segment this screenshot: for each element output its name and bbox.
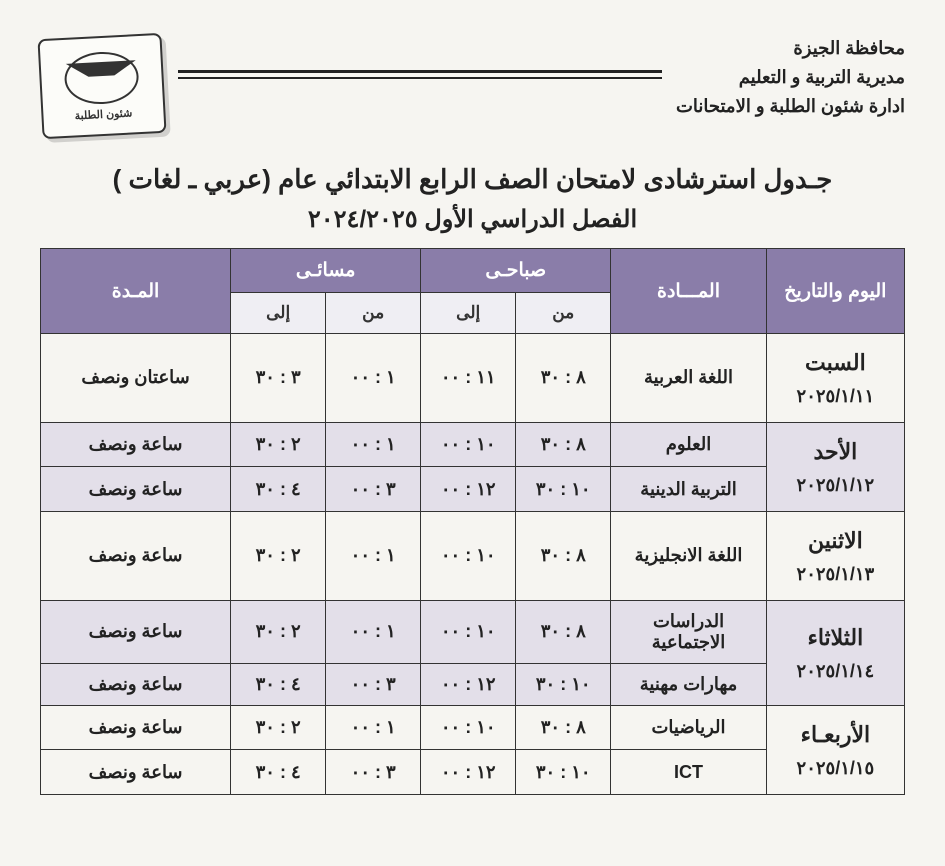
cell-morning-to: ١٠ : ٠٠ <box>421 511 516 600</box>
th-morning-to: إلى <box>421 293 516 334</box>
cell-duration: ساعة ونصف <box>41 663 231 705</box>
cell-evening-from: ١ : ٠٠ <box>326 511 421 600</box>
org-line-2: مديرية التربية و التعليم <box>676 63 905 92</box>
cell-duration: ساعتان ونصف <box>41 334 231 423</box>
date-value: ٢٠٢٥/١/١١ <box>773 381 898 412</box>
cell-morning-to: ١١ : ٠٠ <box>421 334 516 423</box>
title-sub: الفصل الدراسي الأول ٢٠٢٤/٢٠٢٥ <box>40 205 905 234</box>
header-rule <box>178 70 662 80</box>
table-row: الأحد٢٠٢٥/١/١٢العلوم٨ : ٣٠١٠ : ٠٠١ : ٠٠٢… <box>41 422 905 466</box>
day-name: الأربعـاء <box>773 716 898 753</box>
logo-emblem-icon <box>63 50 140 106</box>
th-subject: المـــادة <box>611 249 767 334</box>
th-evening-from: من <box>326 293 421 334</box>
table-row: الاثنين٢٠٢٥/١/١٣اللغة الانجليزية٨ : ٣٠١٠… <box>41 511 905 600</box>
cell-morning-from: ١٠ : ٣٠ <box>516 663 611 705</box>
cell-evening-to: ٢ : ٣٠ <box>231 511 326 600</box>
cell-evening-from: ٣ : ٠٠ <box>326 750 421 795</box>
th-evening-to: إلى <box>231 293 326 334</box>
cell-date: السبت٢٠٢٥/١/١١ <box>766 334 904 423</box>
cell-duration: ساعة ونصف <box>41 511 231 600</box>
cell-morning-from: ٨ : ٣٠ <box>516 422 611 466</box>
cell-morning-from: ٨ : ٣٠ <box>516 334 611 423</box>
date-value: ٢٠٢٥/١/١٥ <box>773 753 898 784</box>
cell-morning-from: ٨ : ٣٠ <box>516 600 611 663</box>
cell-subject: الدراسات الاجتماعية <box>611 600 767 663</box>
cell-morning-from: ١٠ : ٣٠ <box>516 467 611 512</box>
cell-duration: ساعة ونصف <box>41 422 231 466</box>
cell-morning-from: ٨ : ٣٠ <box>516 705 611 749</box>
cell-evening-from: ١ : ٠٠ <box>326 600 421 663</box>
table-row: الثلاثاء٢٠٢٥/١/١٤الدراسات الاجتماعية٨ : … <box>41 600 905 663</box>
cell-morning-to: ١٢ : ٠٠ <box>421 663 516 705</box>
th-duration: المـدة <box>41 249 231 334</box>
cell-duration: ساعة ونصف <box>41 600 231 663</box>
th-morning-from: من <box>516 293 611 334</box>
cell-morning-to: ١٠ : ٠٠ <box>421 422 516 466</box>
cell-evening-from: ١ : ٠٠ <box>326 705 421 749</box>
cell-evening-to: ٢ : ٣٠ <box>231 422 326 466</box>
org-block: محافظة الجيزة مديرية التربية و التعليم ا… <box>676 30 905 120</box>
cell-duration: ساعة ونصف <box>41 750 231 795</box>
cell-evening-to: ٤ : ٣٠ <box>231 750 326 795</box>
cell-evening-from: ٣ : ٠٠ <box>326 663 421 705</box>
table-row: السبت٢٠٢٥/١/١١اللغة العربية٨ : ٣٠١١ : ٠٠… <box>41 334 905 423</box>
logo-caption: شئون الطلبة <box>74 106 132 122</box>
letterhead: محافظة الجيزة مديرية التربية و التعليم ا… <box>40 30 905 136</box>
cell-subject: اللغة العربية <box>611 334 767 423</box>
date-value: ٢٠٢٥/١/١٣ <box>773 559 898 590</box>
cell-morning-to: ١٢ : ٠٠ <box>421 467 516 512</box>
cell-evening-to: ٤ : ٣٠ <box>231 467 326 512</box>
day-name: الاثنين <box>773 522 898 559</box>
cell-morning-from: ٨ : ٣٠ <box>516 511 611 600</box>
th-morning: صباحـى <box>421 249 611 293</box>
day-name: السبت <box>773 344 898 381</box>
cell-morning-to: ١٢ : ٠٠ <box>421 750 516 795</box>
day-name: الثلاثاء <box>773 619 898 656</box>
cell-morning-to: ١٠ : ٠٠ <box>421 705 516 749</box>
cell-date: الأحد٢٠٢٥/١/١٢ <box>766 422 904 511</box>
cell-evening-from: ١ : ٠٠ <box>326 334 421 423</box>
cell-subject: التربية الدينية <box>611 467 767 512</box>
date-value: ٢٠٢٥/١/١٤ <box>773 656 898 687</box>
day-name: الأحد <box>773 433 898 470</box>
cell-evening-to: ٤ : ٣٠ <box>231 663 326 705</box>
logo-wrap: شئون الطلبة <box>40 30 164 136</box>
cell-subject: ICT <box>611 750 767 795</box>
title-main: جـدول استرشادى لامتحان الصف الرابع الابت… <box>40 164 905 195</box>
cell-evening-to: ٢ : ٣٠ <box>231 600 326 663</box>
cell-duration: ساعة ونصف <box>41 467 231 512</box>
cell-date: الاثنين٢٠٢٥/١/١٣ <box>766 511 904 600</box>
cell-evening-to: ٢ : ٣٠ <box>231 705 326 749</box>
th-date: اليوم والتاريخ <box>766 249 904 334</box>
org-line-1: محافظة الجيزة <box>676 34 905 63</box>
governorate-logo: شئون الطلبة <box>37 33 166 139</box>
cell-evening-from: ١ : ٠٠ <box>326 422 421 466</box>
cell-evening-from: ٣ : ٠٠ <box>326 467 421 512</box>
org-line-3: ادارة شئون الطلبة و الامتحانات <box>676 92 905 121</box>
date-value: ٢٠٢٥/١/١٢ <box>773 470 898 501</box>
exam-schedule-table: اليوم والتاريخ المـــادة صباحـى مسائـى ا… <box>40 248 905 795</box>
cell-duration: ساعة ونصف <box>41 705 231 749</box>
document-sheet: محافظة الجيزة مديرية التربية و التعليم ا… <box>0 0 945 866</box>
cell-morning-to: ١٠ : ٠٠ <box>421 600 516 663</box>
cell-evening-to: ٣ : ٣٠ <box>231 334 326 423</box>
cell-subject: العلوم <box>611 422 767 466</box>
table-row: الأربعـاء٢٠٢٥/١/١٥الرياضيات٨ : ٣٠١٠ : ٠٠… <box>41 705 905 749</box>
cell-subject: مهارات مهنية <box>611 663 767 705</box>
th-evening: مسائـى <box>231 249 421 293</box>
cell-subject: اللغة الانجليزية <box>611 511 767 600</box>
cell-morning-from: ١٠ : ٣٠ <box>516 750 611 795</box>
cell-subject: الرياضيات <box>611 705 767 749</box>
cell-date: الأربعـاء٢٠٢٥/١/١٥ <box>766 705 904 794</box>
cell-date: الثلاثاء٢٠٢٥/١/١٤ <box>766 600 904 705</box>
